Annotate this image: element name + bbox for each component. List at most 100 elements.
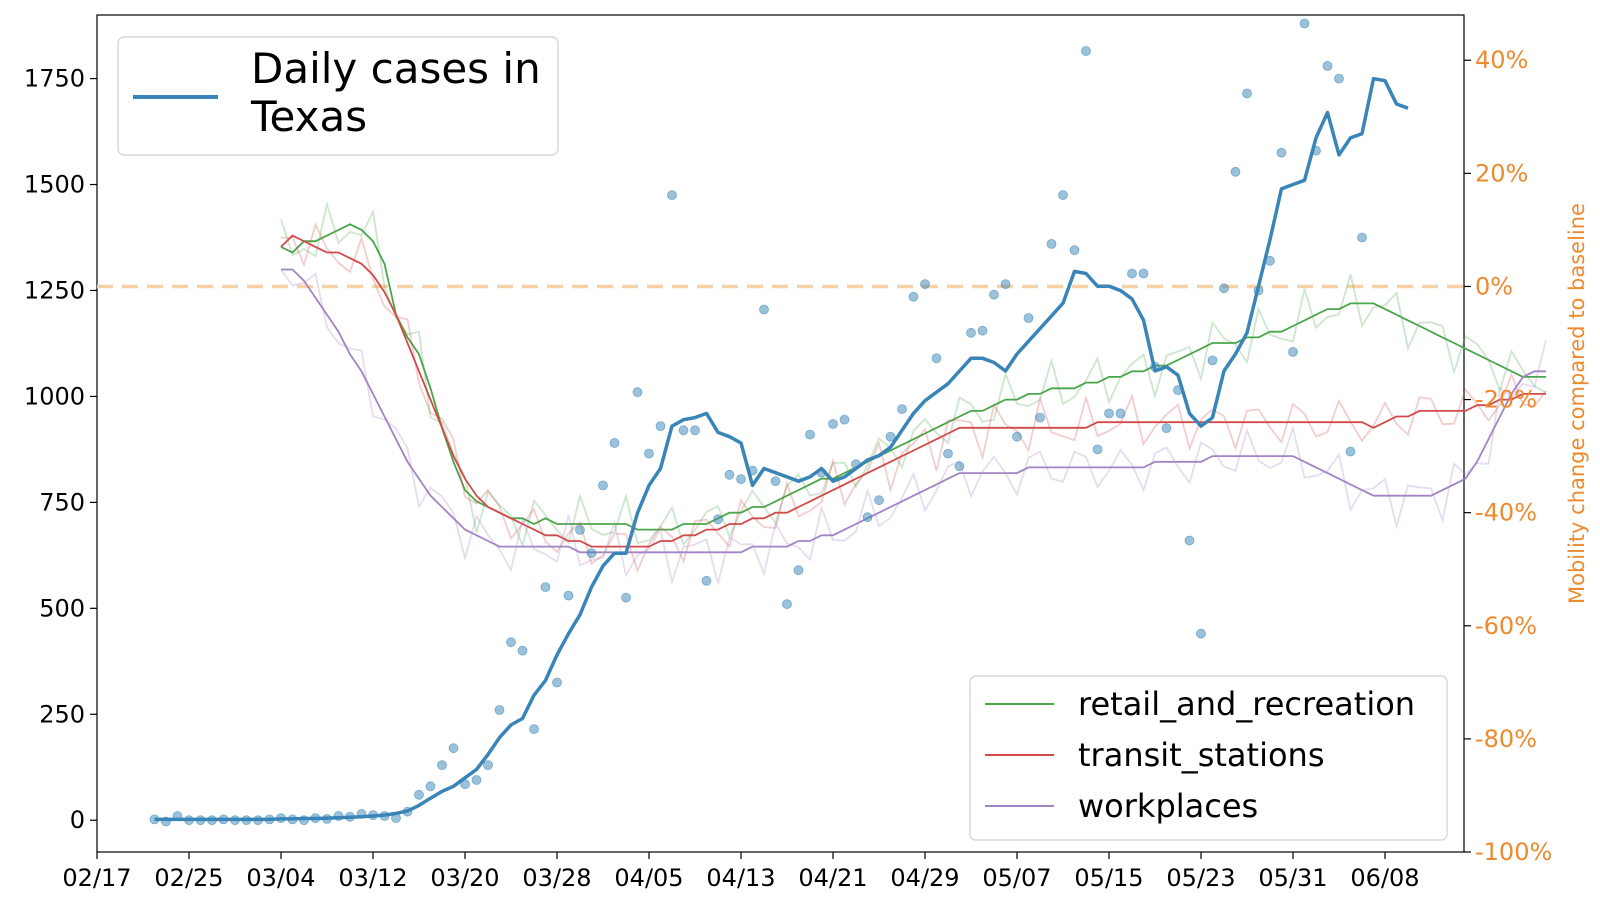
x-tick-label: 05/15: [1074, 864, 1143, 892]
right-tick-label: -60%: [1475, 612, 1537, 640]
cases-point: [425, 781, 436, 792]
cases-point: [1196, 628, 1206, 639]
x-tick-label: 03/04: [246, 864, 315, 892]
cases-point: [448, 743, 459, 754]
mobility-raw-line-workplaces: [280, 269, 1547, 586]
right-axis-label: Mobility change compared to baseline: [1565, 203, 1589, 604]
cases-point: [874, 495, 884, 506]
cases-point: [529, 724, 539, 734]
cases-point: [966, 327, 976, 338]
cases-point: [1000, 279, 1011, 290]
cases-point: [1184, 535, 1195, 546]
cases-point: [483, 760, 493, 770]
left-tick-label: 1000: [24, 382, 85, 410]
cases-point: [1092, 444, 1103, 455]
left-tick-label: 1750: [24, 65, 85, 93]
cases-point: [506, 637, 516, 648]
cases-point: [644, 448, 654, 459]
cases-point: [782, 599, 792, 609]
cases-point: [908, 291, 919, 302]
left-tick-label: 1250: [24, 276, 85, 304]
cases-point: [1322, 61, 1333, 71]
cases-point: [989, 289, 999, 300]
cases-point: [1334, 73, 1344, 84]
cases-point: [828, 419, 838, 429]
legend-label-transit: transit_stations: [1078, 736, 1325, 774]
x-tick-label: 02/17: [62, 864, 131, 892]
cases-layer: [149, 18, 1409, 827]
mobility-line-workplaces: [281, 268, 1546, 554]
x-tick-label: 05/07: [982, 864, 1051, 892]
cases-point: [1138, 268, 1149, 279]
cases-point: [437, 760, 447, 770]
cases-point: [1012, 431, 1022, 442]
x-tick-label: 03/12: [338, 864, 407, 892]
x-tick-label: 05/23: [1166, 864, 1235, 892]
cases-point: [1035, 412, 1045, 423]
mobility-line-transit: [280, 234, 1546, 548]
mobility-raw-line-retail: [280, 200, 1547, 549]
right-tick-label: -20%: [1475, 386, 1537, 414]
legend-label-retail: retail_and_recreation: [1078, 685, 1415, 723]
mobility-legend-box: [969, 675, 1448, 841]
cases-point: [1058, 190, 1068, 201]
cases-legend: Daily cases in Texas: [117, 36, 559, 156]
cases-point: [517, 645, 528, 656]
right-tick-label: 0%: [1475, 272, 1513, 300]
cases-point: [1288, 346, 1298, 357]
cases-point: [471, 775, 482, 785]
cases-point: [494, 705, 505, 715]
right-tick-label: 20%: [1475, 159, 1528, 187]
cases-point: [713, 514, 723, 525]
right-tick-label: 40%: [1475, 46, 1528, 74]
right-tick-label: -40%: [1475, 499, 1537, 527]
cases-point: [1207, 355, 1218, 366]
cases-point: [1357, 232, 1367, 243]
cases-point: [759, 304, 769, 315]
cases-point: [1081, 46, 1091, 56]
cases-point: [793, 565, 804, 576]
cases-point: [1230, 166, 1241, 177]
left-tick-label: 0: [70, 806, 85, 834]
cases-point: [1046, 238, 1057, 249]
cases-point: [667, 190, 677, 201]
x-tick-label: 06/08: [1350, 864, 1419, 892]
left-tick-label: 250: [39, 700, 85, 728]
cases-point: [805, 429, 815, 440]
cases-point: [563, 590, 574, 601]
x-tick-label: 03/20: [430, 864, 499, 892]
x-tick-label: 02/25: [154, 864, 223, 892]
cases-point: [931, 353, 942, 364]
cases-point: [770, 476, 781, 487]
right-tick-label: -100%: [1475, 838, 1552, 866]
cases-point: [655, 421, 666, 432]
cases-point: [586, 548, 597, 559]
cases-point: [977, 325, 988, 336]
cases-point: [920, 279, 930, 290]
right-tick-label: -80%: [1475, 725, 1537, 753]
cases-legend-label-line1: Daily cases in: [251, 44, 541, 93]
cases-point: [1127, 268, 1137, 279]
cases-point: [1104, 408, 1114, 419]
mobility-layer: [280, 200, 1547, 586]
cases-point: [862, 512, 873, 523]
cases-point: [1276, 147, 1287, 158]
cases-point: [701, 575, 712, 586]
cases-point: [897, 404, 907, 415]
cases-point: [1242, 88, 1252, 99]
cases-point: [736, 474, 746, 485]
cases-point: [943, 448, 953, 459]
cases-point: [598, 480, 608, 491]
left-tick-label: 500: [39, 594, 85, 622]
cases-point: [885, 431, 896, 442]
x-tick-label: 04/05: [614, 864, 683, 892]
cases-point: [609, 438, 620, 448]
cases-legend-box: [117, 36, 559, 156]
x-tick-label: 04/29: [890, 864, 959, 892]
mobility-legend: retail_and_recreation transit_stations w…: [969, 675, 1448, 841]
cases-point: [1345, 446, 1356, 457]
cases-point: [1161, 423, 1172, 434]
cases-point: [954, 461, 965, 472]
mobility-raw-line-transit: [280, 221, 1547, 574]
